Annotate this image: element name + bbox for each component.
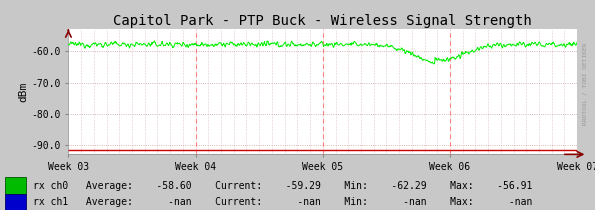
Y-axis label: dBm: dBm [18, 82, 29, 102]
Text: rx ch0   Average:    -58.60    Current:    -59.29    Min:    -62.29    Max:    -: rx ch0 Average: -58.60 Current: -59.29 M… [33, 181, 532, 191]
Text: RRDTOOL / TOBI OETIKER: RRDTOOL / TOBI OETIKER [583, 43, 587, 125]
Title: Capitol Park - PTP Buck - Wireless Signal Strength: Capitol Park - PTP Buck - Wireless Signa… [114, 14, 532, 28]
Text: rx ch1   Average:      -nan    Current:      -nan    Min:      -nan    Max:     : rx ch1 Average: -nan Current: -nan Min: … [33, 197, 532, 207]
